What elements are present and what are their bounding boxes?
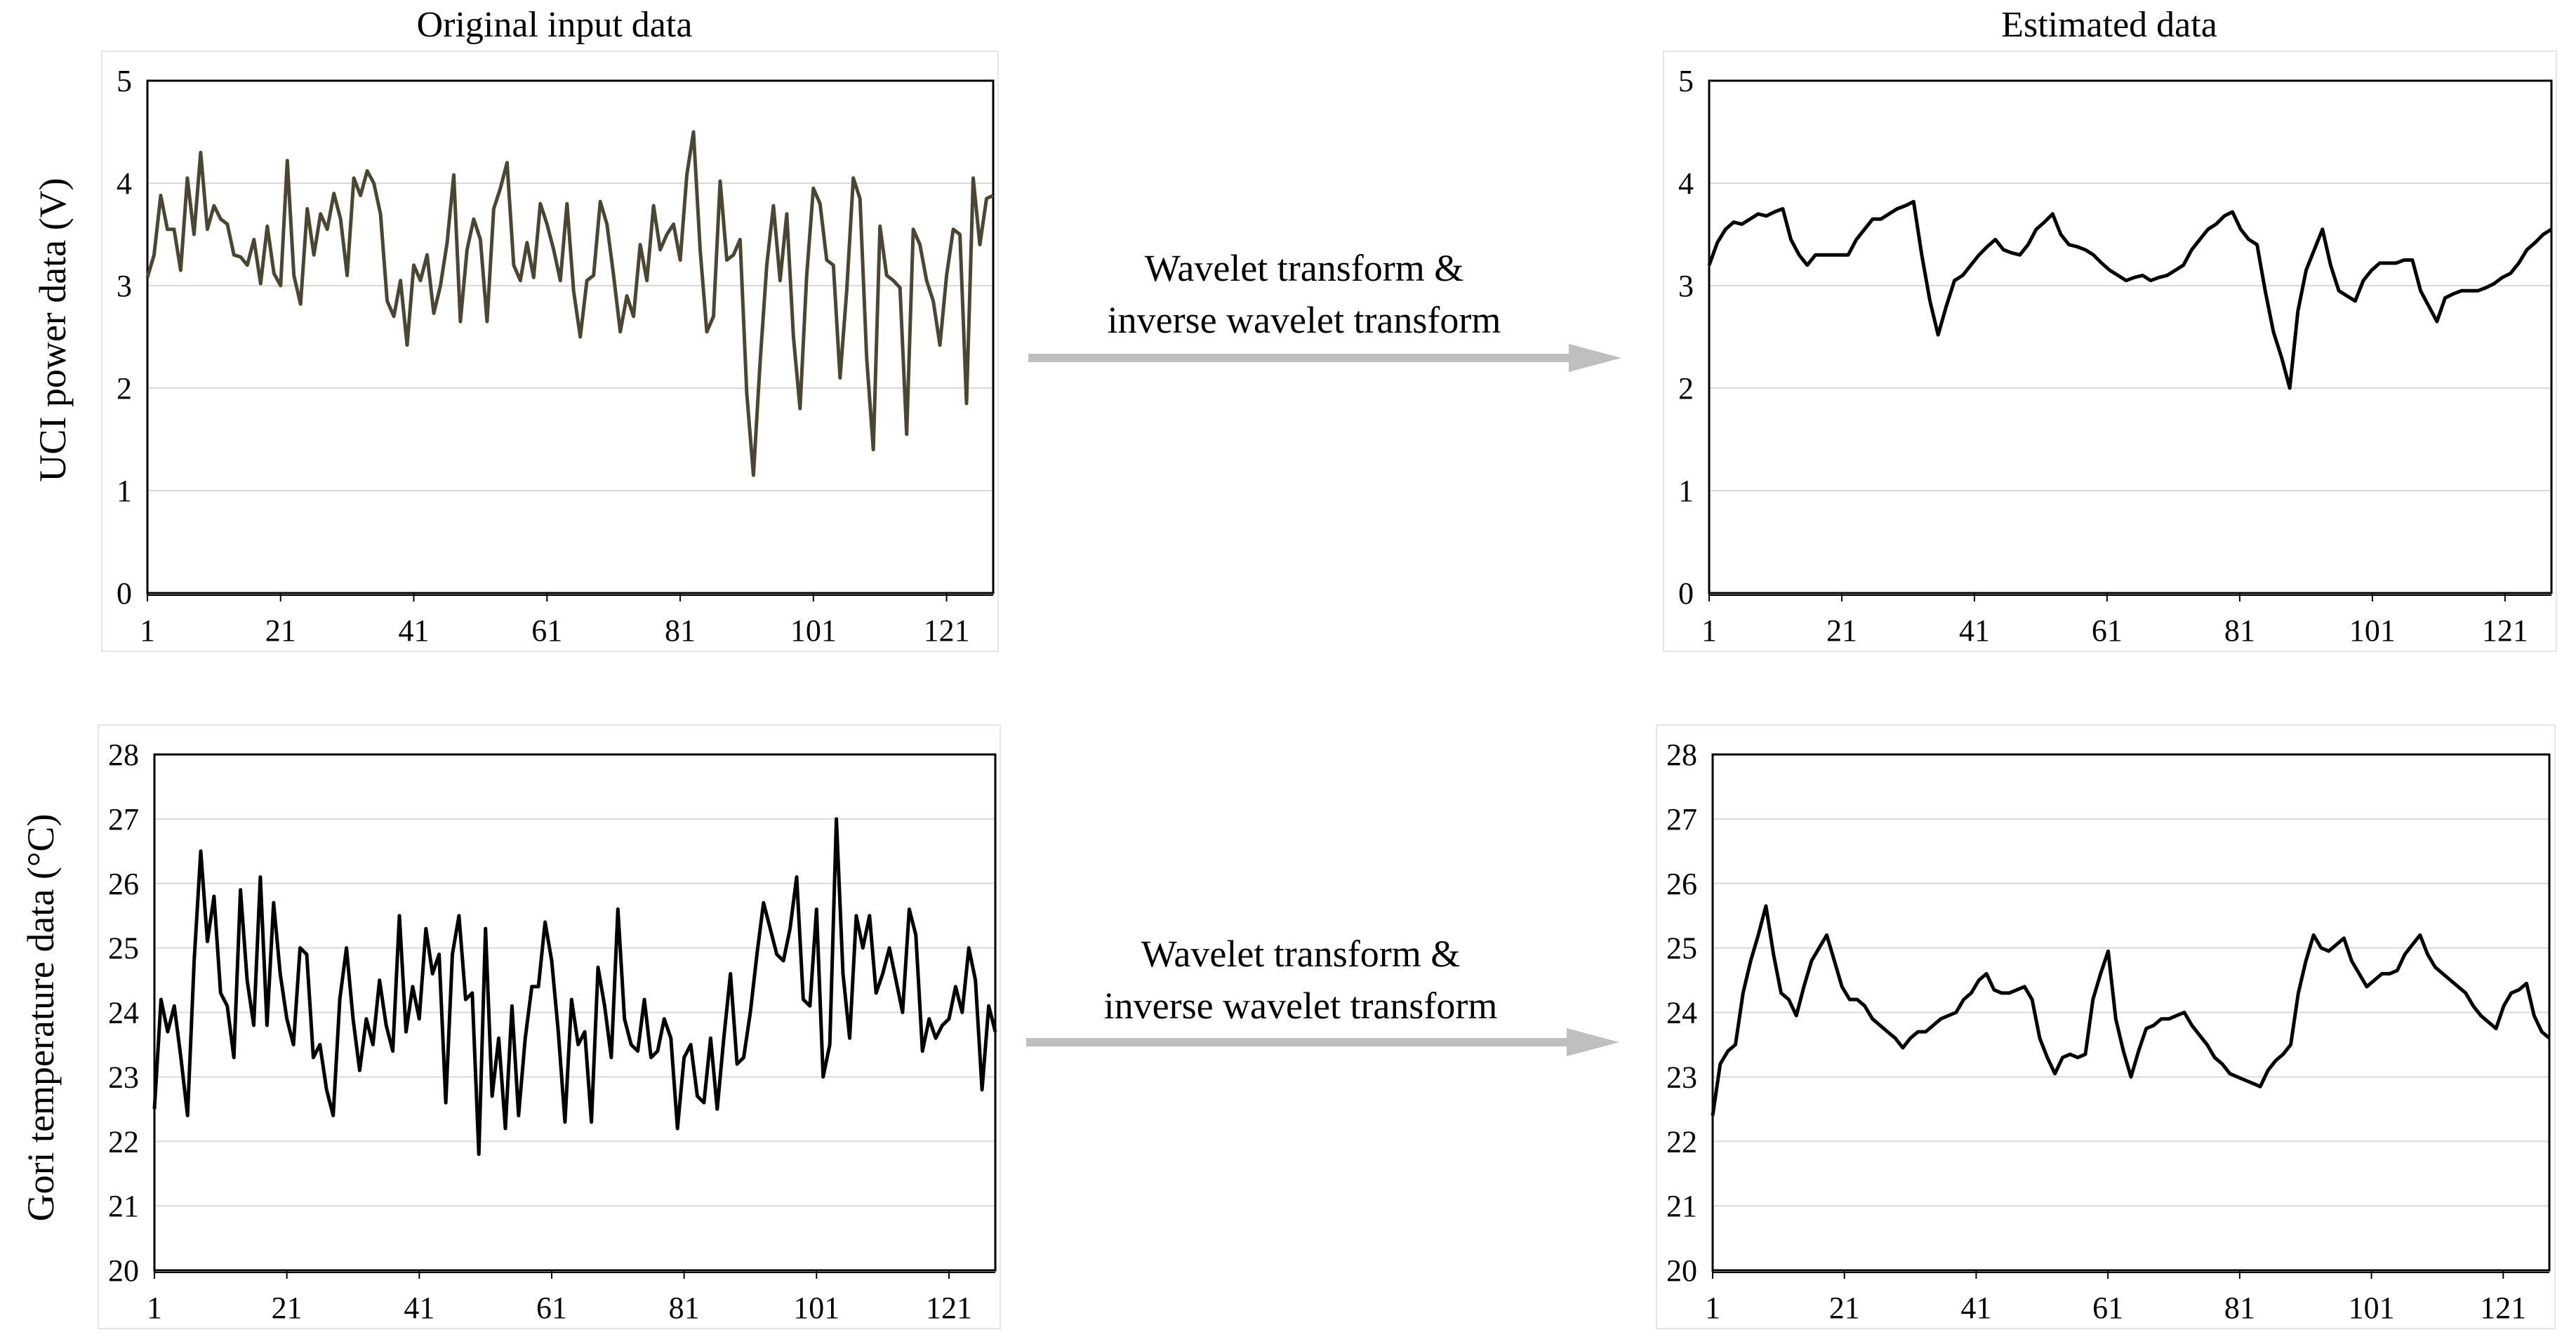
series-line: [1707, 199, 2553, 390]
y-tick-label: 25: [1666, 931, 1697, 966]
plot-frame: [146, 79, 995, 594]
y-tick-label: 23: [108, 1060, 139, 1094]
y-tick-label: 5: [1678, 64, 1694, 98]
x-tick-label: 101: [793, 1291, 839, 1325]
y-tick-label: 3: [1678, 269, 1694, 303]
plot-frame: [153, 753, 997, 1272]
y-tick-label: 2: [1678, 371, 1694, 406]
chart-area-frame: [101, 51, 999, 652]
y-tick-label: 20: [1666, 1253, 1697, 1288]
plot-frame: [1708, 79, 2553, 594]
y-tick-label: 2: [117, 371, 132, 406]
y-tick-label: 1: [117, 474, 132, 508]
arrow-label-line2: inverse wavelet transform: [1103, 985, 1498, 1027]
chart-area-frame: [98, 724, 1001, 1329]
y-tick-label: 27: [1666, 802, 1697, 837]
chart-area-frame: [1656, 724, 2556, 1329]
y-tick-label: 5: [117, 64, 132, 98]
x-tick-label: 121: [2482, 613, 2528, 648]
y-tick-label: 27: [108, 802, 139, 837]
y-tick-label: 20: [108, 1253, 139, 1288]
x-tick-label: 1: [1705, 1291, 1720, 1325]
y-tick-label: 0: [117, 576, 132, 611]
x-tick-label: 21: [1826, 613, 1857, 648]
original-data-title: Original input data: [416, 5, 693, 45]
x-tick-label: 21: [272, 1291, 303, 1325]
estimated-data-title: Estimated data: [2001, 5, 2217, 45]
x-tick-label: 101: [2349, 1291, 2395, 1325]
wavelet-arrow-label-top: Wavelet transform & inverse wavelet tran…: [1108, 242, 1501, 346]
y-tick-label: 21: [108, 1189, 139, 1223]
y-tick-label: 4: [117, 166, 132, 201]
series-line: [145, 130, 995, 477]
x-tick-label: 81: [665, 613, 696, 648]
x-tick-label: 81: [2224, 613, 2255, 648]
y-tick-label: 23: [1666, 1060, 1697, 1094]
y-tick-label: 22: [108, 1124, 139, 1159]
y-tick-label: 24: [1666, 996, 1697, 1030]
y-tick-label: 4: [1678, 166, 1694, 201]
y-tick-label: 3: [117, 269, 132, 303]
x-tick-label: 61: [531, 613, 562, 648]
x-tick-label: 61: [536, 1291, 567, 1325]
x-tick-label: 121: [924, 613, 970, 648]
wavelet-arrow-label-bottom: Wavelet transform & inverse wavelet tran…: [1104, 928, 1498, 1032]
y-tick-label: 0: [1678, 576, 1694, 611]
x-tick-label: 41: [399, 613, 430, 648]
right-arrow-icon: [1026, 1028, 1619, 1056]
right-arrow-icon: [1028, 344, 1621, 372]
x-tick-label: 61: [2092, 1291, 2123, 1325]
y-tick-label: 24: [108, 996, 139, 1030]
x-tick-label: 61: [2092, 613, 2123, 648]
x-tick-label: 1: [147, 1291, 162, 1325]
x-tick-label: 121: [926, 1291, 972, 1325]
y-tick-label: 22: [1666, 1124, 1697, 1159]
x-tick-label: 41: [1960, 1291, 1991, 1325]
x-tick-label: 101: [790, 613, 837, 648]
y-tick-label: 28: [1666, 738, 1697, 772]
x-tick-label: 41: [404, 1291, 434, 1325]
y-tick-label: 26: [1666, 867, 1697, 901]
y-tick-label: 28: [108, 738, 139, 772]
arrow-label-line1: Wavelet transform &: [1144, 247, 1464, 289]
x-tick-label: 1: [140, 613, 155, 648]
x-tick-label: 21: [1829, 1291, 1860, 1325]
x-tick-label: 21: [265, 613, 296, 648]
series-line: [1711, 904, 2551, 1116]
x-tick-label: 41: [1959, 613, 1990, 648]
y-tick-label: 25: [108, 931, 139, 966]
x-tick-label: 101: [2349, 613, 2396, 648]
series-line: [152, 817, 997, 1157]
y-tick-label: 21: [1666, 1189, 1697, 1223]
power-y-axis-title: UCI power data (V): [32, 178, 74, 482]
plot-frame: [1711, 753, 2551, 1272]
y-tick-label: 26: [108, 867, 139, 901]
x-tick-label: 121: [2480, 1291, 2526, 1325]
arrow-label-line1: Wavelet transform &: [1141, 933, 1461, 975]
chart-area-frame: [1663, 51, 2557, 652]
y-tick-label: 1: [1678, 474, 1694, 508]
x-tick-label: 81: [2224, 1291, 2255, 1325]
arrow-label-line2: inverse wavelet transform: [1107, 299, 1501, 341]
x-tick-label: 1: [1701, 613, 1717, 648]
temperature-y-axis-title: Gori temperature data (°C): [20, 813, 62, 1222]
x-tick-label: 81: [669, 1291, 700, 1325]
